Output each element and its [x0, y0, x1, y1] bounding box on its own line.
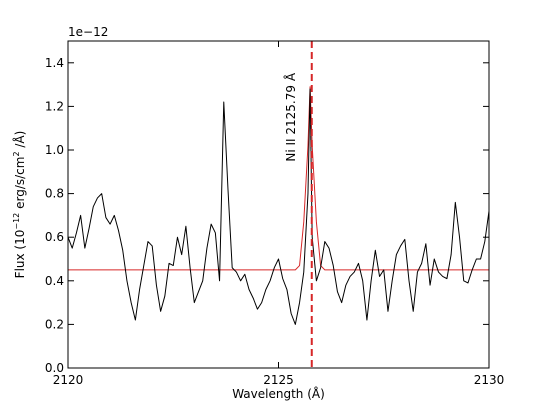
- y-tick-label: 0.6: [45, 230, 64, 244]
- y-tick-label: 0.8: [45, 187, 64, 201]
- y-tick-label: 1.0: [45, 143, 64, 157]
- y-offset-label: 1e−12: [68, 25, 108, 39]
- y-axis-label-end: /Å): [12, 131, 27, 148]
- y-tick-label: 0.2: [45, 317, 64, 331]
- y-axis-label-units: erg/s/cm: [13, 157, 27, 209]
- x-tick-label: 2125: [263, 373, 294, 387]
- y-axis-label: Flux (10−12 erg/s/cm2 /Å): [12, 131, 27, 279]
- model-fit-line: [68, 86, 489, 271]
- y-axis-label-exponent: −12: [12, 213, 21, 230]
- x-tick-label: 2130: [474, 373, 505, 387]
- y-axis-label-square: 2: [12, 151, 21, 156]
- y-axis-label-main: Flux (10: [13, 230, 27, 279]
- x-tick-label: 2120: [53, 373, 84, 387]
- y-tick-label: 1.2: [45, 99, 64, 113]
- line-identification-label: Ni II 2125.79 Å: [283, 72, 298, 161]
- y-tick-label: 0.0: [45, 361, 64, 375]
- x-axis-label: Wavelength (Å): [232, 386, 325, 401]
- observed-spectrum-line: [67, 88, 490, 325]
- y-tick-label: 0.4: [45, 274, 64, 288]
- y-tick-label: 1.4: [45, 56, 64, 70]
